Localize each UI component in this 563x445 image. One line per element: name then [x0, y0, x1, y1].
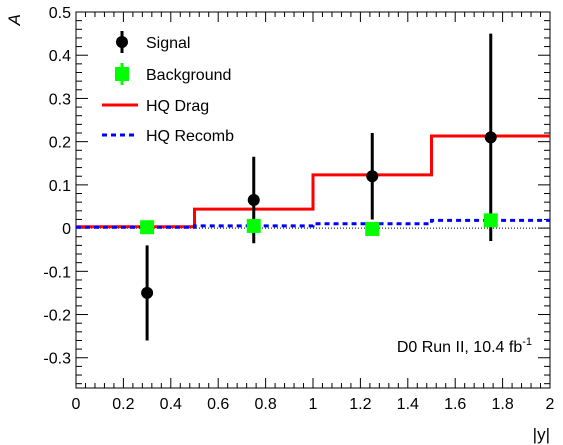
legend: Signal Background HQ Drag HQ Recomb	[102, 31, 234, 145]
x-tick-label: 0.4	[160, 396, 182, 413]
data-markers	[140, 33, 498, 341]
legend-label-background: Background	[146, 67, 231, 84]
legend-label-hq-drag: HQ Drag	[146, 98, 209, 115]
legend-label-hq-recomb: HQ Recomb	[146, 128, 234, 145]
y-tick-label: -0.2	[43, 308, 71, 325]
axis-ticks: 0 0.2 0.4 0.6 0.8 1 1.2 1.4 1.6 1.8 2 -0.3 -0.2 -0.1 0…	[43, 5, 554, 413]
x-tick-label: 0.8	[254, 396, 276, 413]
signal-point	[366, 170, 379, 183]
series-line-hq-drag	[76, 134, 550, 229]
y-tick-label: 0	[62, 221, 71, 238]
x-tick-label: 0.2	[112, 396, 134, 413]
y-tick-label: 0.4	[49, 48, 71, 65]
x-tick-label: 2	[546, 396, 555, 413]
y-tick-label: 0.3	[49, 91, 71, 108]
x-tick-label: 1.6	[444, 396, 466, 413]
x-axis-label: |y|	[533, 425, 550, 444]
x-tick-label: 0.6	[207, 396, 229, 413]
x-tick-label: 1.4	[397, 396, 419, 413]
background-point	[483, 213, 498, 228]
background-point	[365, 221, 380, 236]
y-tick-label: 0.1	[49, 178, 71, 195]
background-point	[246, 218, 261, 233]
y-tick-label: -0.1	[43, 264, 71, 281]
annotation-superscript: -1	[522, 336, 532, 348]
signal-point	[484, 131, 497, 144]
annotation-main: D0 Run II, 10.4 fb	[397, 339, 523, 356]
x-tick-label: 0	[72, 396, 81, 413]
y-tick-label: -0.3	[43, 351, 71, 368]
y-tick-label: 0.2	[49, 135, 71, 152]
x-tick-label: 1	[309, 396, 318, 413]
x-tick-label: 1.8	[491, 396, 513, 413]
signal-point	[141, 286, 154, 299]
signal-point	[247, 194, 260, 206]
background-point	[140, 220, 155, 235]
luminosity-annotation: D0 Run II, 10.4 fb-1	[397, 336, 532, 356]
series-line-hq-recomb	[76, 218, 550, 229]
legend-swatch-background	[115, 67, 129, 81]
y-axis-label: A	[5, 14, 24, 26]
model-lines	[76, 134, 550, 229]
legend-label-signal: Signal	[146, 35, 190, 52]
y-tick-label: 0.5	[49, 5, 71, 22]
legend-swatch-signal	[116, 36, 128, 48]
x-tick-label: 1.2	[349, 396, 371, 413]
